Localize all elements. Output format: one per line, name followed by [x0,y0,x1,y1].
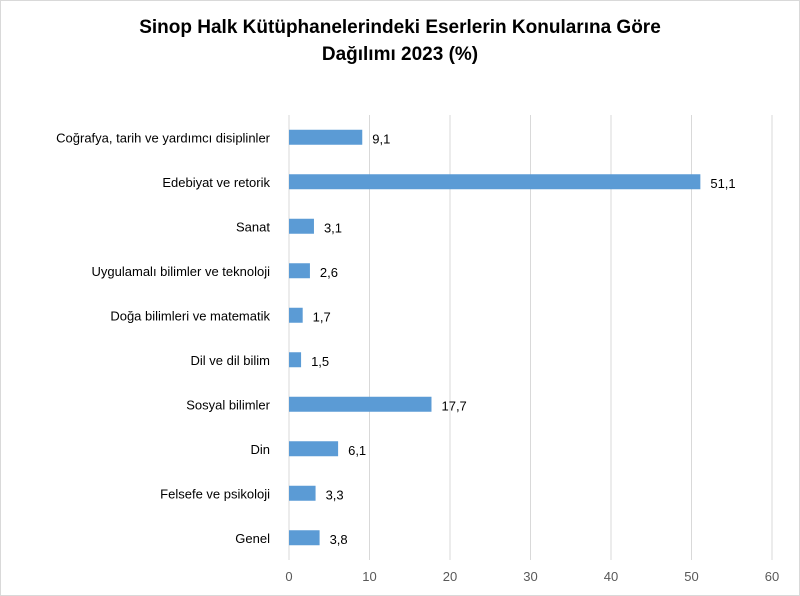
x-tick-labels: 0 10 20 30 40 50 60 [285,569,779,584]
x-tick-label: 20 [443,569,457,584]
category-label: Uygulamalı bilimler ve teknoloji [92,264,271,279]
bar [289,307,303,323]
value-label: 3,3 [326,487,344,502]
bars [289,129,701,546]
value-labels: 9,1 51,1 3,1 2,6 1,7 1,5 17,7 6,1 3,3 3,8 [311,131,736,547]
category-label: Sosyal bilimler [186,397,270,412]
x-tick-label: 50 [684,569,698,584]
category-label: Dil ve dil bilim [191,353,270,368]
category-label: Sanat [236,219,270,234]
bar [289,530,320,546]
value-label: 3,1 [324,220,342,235]
x-tick-label: 0 [285,569,292,584]
x-tick-label: 30 [523,569,537,584]
bar [289,129,363,145]
value-label: 17,7 [441,398,466,413]
value-label: 51,1 [710,176,735,191]
category-label: Genel [235,531,270,546]
bar [289,174,701,190]
x-tick-label: 10 [362,569,376,584]
value-label: 3,8 [330,532,348,547]
x-tick-label: 40 [604,569,618,584]
category-label: Felsefe ve psikoloji [160,486,270,501]
bar [289,218,314,234]
chart-title-line-1: Sinop Halk Kütüphanelerindeki Eserlerin … [139,17,661,38]
chart-title-line-2: Dağılımı 2023 (%) [321,44,479,65]
bar [289,263,310,279]
category-label: Coğrafya, tarih ve yardımcı disiplinler [56,130,271,145]
value-label: 9,1 [372,131,390,146]
value-label: 2,6 [320,265,338,280]
bar [289,352,302,368]
value-label: 1,5 [311,354,329,369]
category-label: Edebiyat ve retorik [162,175,270,190]
x-tick-label: 60 [765,569,779,584]
bar [289,441,339,457]
category-label: Din [250,442,270,457]
value-label: 6,1 [348,443,366,458]
bar [289,396,432,412]
value-label: 1,7 [313,309,331,324]
bar [289,485,316,501]
category-label: Doğa bilimleri ve matematik [110,308,270,323]
chart-title: Sinop Halk Kütüphanelerindeki Eserlerin … [0,14,800,68]
category-labels: Coğrafya, tarih ve yardımcı disiplinler E… [56,130,271,546]
